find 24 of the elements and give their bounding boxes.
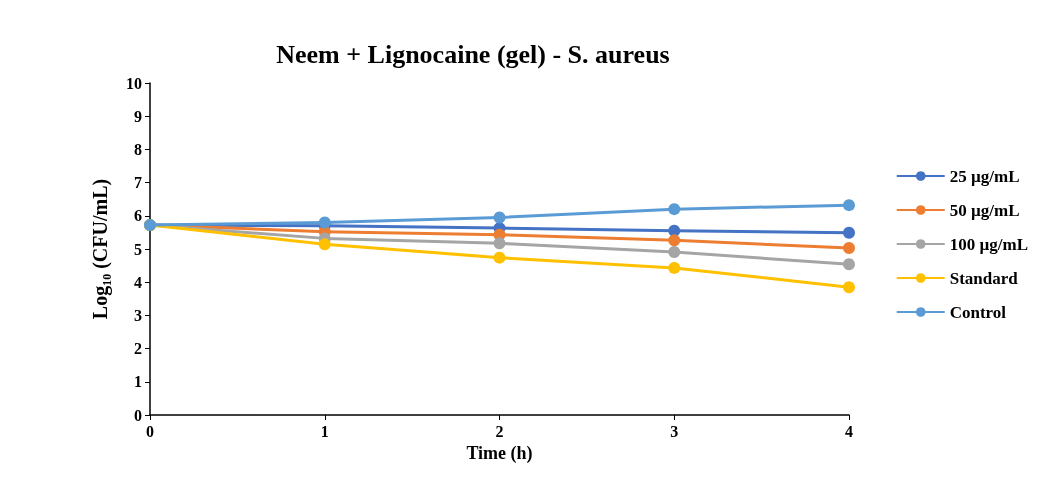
y-tick-label: 1 [134,373,142,391]
legend-label: 100 µg/mL [949,234,1029,254]
y-tick-label: 6 [134,207,142,225]
y-tick-label: 0 [134,406,142,424]
y-tick-label: 9 [134,107,142,125]
y-tick-label: 7 [134,174,142,192]
legend-label: 50 µg/mL [949,200,1020,220]
y-tick-label: 3 [134,306,142,324]
y-tick-label: 10 [126,74,142,92]
y-tick-label: 2 [134,340,142,358]
chart-title: Neem + Lignocaine (gel) - S. aureus [276,39,670,69]
x-tick-label: 2 [495,422,504,440]
y-tick-label: 4 [134,273,142,291]
x-axis-title: Time (h) [466,442,533,464]
legend-label: 25 µg/mL [949,166,1020,186]
legend-label: Standard [949,268,1019,288]
x-tick-label: 1 [320,422,329,440]
x-tick-label: 3 [670,422,679,440]
y-tick-label: 5 [134,240,142,258]
x-tick-label: 4 [845,422,853,440]
legend-label: Control [949,302,1007,322]
y-tick-label: 8 [134,140,142,158]
y-axis-title: Log₁₀ (CFU/mL) [89,178,112,320]
x-tick-label: 0 [146,422,154,440]
